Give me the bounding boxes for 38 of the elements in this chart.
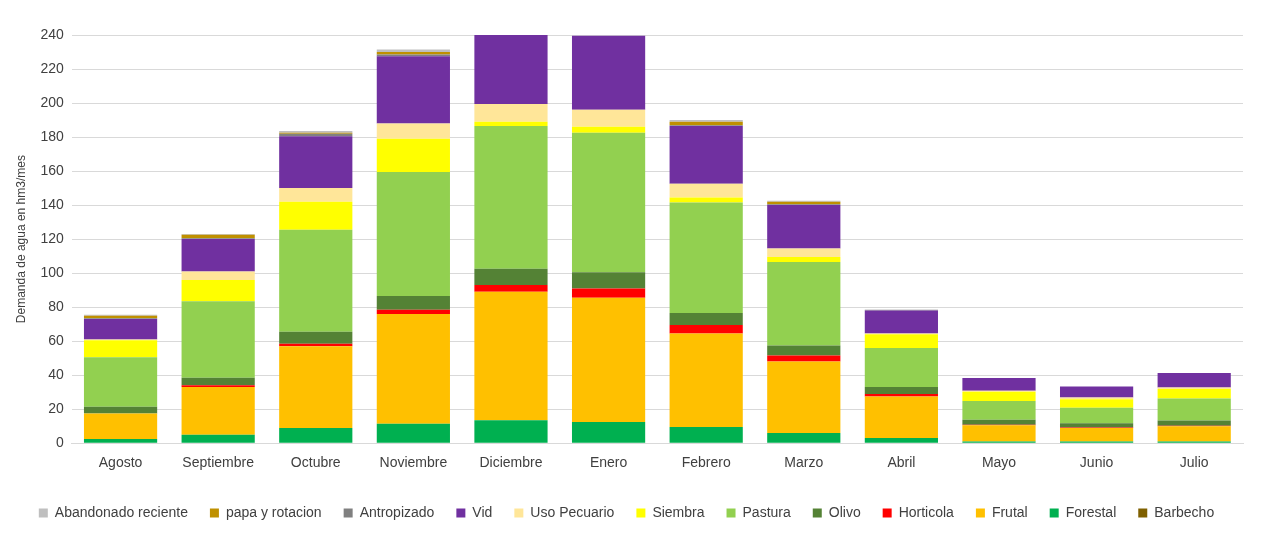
y-tick-label: 60	[48, 332, 64, 349]
legend-label: Antropizado	[359, 503, 435, 520]
x-tick-label: Febrero	[681, 454, 731, 471]
y-tick-label: 140	[40, 195, 64, 212]
y-tick-label: 0	[55, 434, 64, 451]
y-axis-title: Demanda de agua en hm3/mes	[13, 155, 28, 324]
y-tick-label: 180	[40, 127, 64, 144]
legend-label: Uso Pecuario	[530, 503, 615, 520]
legend-label: Forestal	[1065, 503, 1117, 520]
x-tick-label: Mayo	[981, 454, 1017, 471]
y-tick-label: 160	[40, 161, 64, 178]
x-tick-label: Octubre	[290, 454, 341, 471]
legend-label: Abandonado reciente	[54, 503, 189, 520]
y-tick-label: 220	[40, 59, 64, 76]
x-tick-label: Noviembre	[379, 454, 448, 471]
x-tick-label: Enero	[589, 454, 628, 471]
legend-label: Pastura	[742, 503, 791, 520]
x-tick-label: Agosto	[98, 454, 143, 471]
x-tick-label: Septiembre	[182, 454, 255, 471]
legend-label: Olivo	[828, 503, 861, 520]
y-tick-label: 200	[40, 93, 64, 110]
x-tick-label: Junio	[1079, 454, 1114, 471]
legend-label: Barbecho	[1154, 503, 1215, 520]
x-tick-label: Abril	[887, 454, 916, 471]
legend-label: Vid	[472, 503, 493, 520]
y-tick-label: 20	[48, 400, 64, 417]
y-tick-label: 100	[40, 263, 64, 280]
x-tick-label: Julio	[1179, 454, 1209, 471]
x-tick-label: Marzo	[784, 454, 824, 471]
x-tick-label: Diciembre	[479, 454, 543, 471]
legend-label: Siembra	[652, 503, 705, 520]
legend-label: Frutal	[991, 503, 1028, 520]
legend-label: papa y rotacion	[225, 503, 322, 520]
legend-label: Horticola	[898, 503, 955, 520]
y-tick-label: 40	[48, 366, 64, 383]
y-tick-label: 80	[48, 297, 64, 314]
y-tick-label: 120	[40, 229, 64, 246]
y-tick-label: 240	[40, 25, 64, 42]
